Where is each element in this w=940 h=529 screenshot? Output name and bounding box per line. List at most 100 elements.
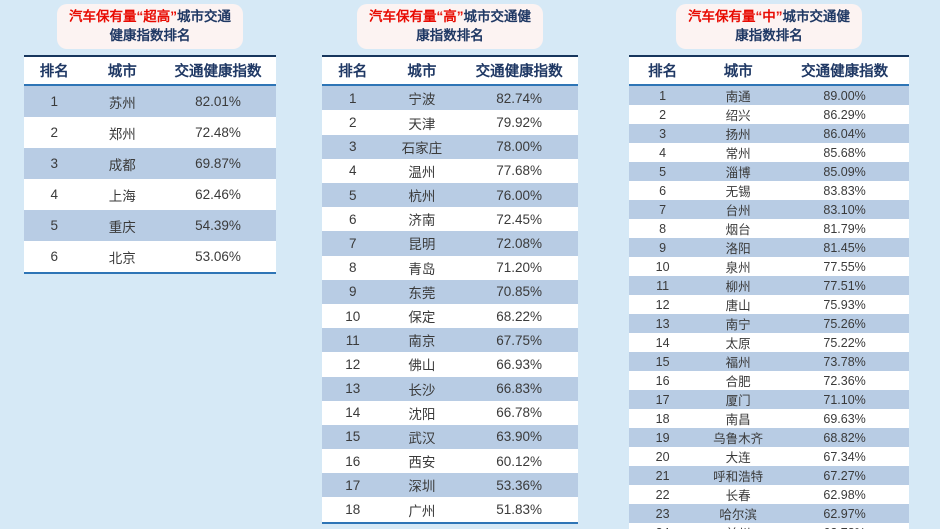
ranking-table-ultra-high: 排名 城市 交通健康指数 1 苏州 82.01% 2 郑州 72.48% 3 成都 69.87%… xyxy=(24,55,276,275)
table-title-medium: 汽车保有量“中”城市交通健 康指数排名 xyxy=(676,4,862,50)
rank-cell: 14 xyxy=(345,405,361,421)
table-row: 9 洛阳 81.45% xyxy=(629,238,909,258)
city-cell: 烟台 xyxy=(725,223,751,238)
city-cell: 兰州 xyxy=(696,523,780,529)
city-cell: 温州 xyxy=(408,164,436,180)
table-row: 2 绍兴 86.29% xyxy=(629,105,909,124)
table-row: 16 西安 60.12% xyxy=(322,449,578,473)
city-cell: 成都 xyxy=(108,157,136,173)
table-row: 10 泉州 77.55% xyxy=(629,257,909,276)
rank-cell: 4 xyxy=(659,145,667,160)
city-cell: 合肥 xyxy=(725,375,751,390)
table-title-ultra-high: 汽车保有量“超高”城市交通 健康指数排名 xyxy=(57,4,243,50)
rank-cell: 12 xyxy=(345,356,361,372)
header-row: 排名 城市 交通健康指数 xyxy=(24,56,276,87)
title-accent-text: 汽车保有量“超高” xyxy=(69,9,177,24)
table-row: 12 佛山 66.93% xyxy=(322,352,578,376)
rank-cell: 5 xyxy=(50,218,58,234)
index-cell: 63.90% xyxy=(496,429,543,445)
title-accent-text: 汽车保有量“高” xyxy=(369,9,464,24)
index-cell: 82.74% xyxy=(496,90,543,106)
index-cell: 81.45% xyxy=(823,240,866,255)
table-row: 3 石家庄 78.00% xyxy=(322,134,578,159)
city-cell: 常州 xyxy=(725,147,751,162)
table-row: 21 呼和浩特 67.27% xyxy=(629,466,909,486)
table-row: 15 武汉 63.90% xyxy=(322,424,578,450)
rank-cell: 20 xyxy=(655,449,670,464)
index-cell: 71.20% xyxy=(496,260,543,276)
header-row: 排名 城市 交通健康指数 xyxy=(322,56,578,87)
index-cell: 79.92% xyxy=(496,115,543,131)
table-card-ultra-high: 汽车保有量“超高”城市交通 健康指数排名 排名 城市 交通健康指数 1 苏州 82.… xyxy=(24,4,276,275)
col-header-city: 城市 xyxy=(696,56,781,87)
table-row: 5 重庆 54.39% xyxy=(24,210,276,242)
table-row: 6 北京 53.06% xyxy=(24,241,276,273)
rank-cell: 3 xyxy=(348,139,357,155)
city-cell: 青岛 xyxy=(408,261,436,277)
city-cell: 唐山 xyxy=(725,299,751,314)
table-row: 19 乌鲁木齐 68.82% xyxy=(629,428,909,448)
city-cell: 泉州 xyxy=(725,261,751,276)
table-row: 14 沈阳 66.78% xyxy=(322,401,578,425)
city-cell: 洛阳 xyxy=(725,242,751,257)
rank-cell: 9 xyxy=(348,284,357,300)
index-cell: 66.83% xyxy=(496,381,543,397)
index-cell: 62.97% xyxy=(823,506,866,521)
table-row: 17 深圳 53.36% xyxy=(322,473,578,498)
rank-cell: 11 xyxy=(345,332,360,348)
index-cell: 78.00% xyxy=(496,139,543,155)
rank-cell: 6 xyxy=(348,211,357,227)
col-header-rank: 排名 xyxy=(629,56,697,87)
rank-cell: 6 xyxy=(50,249,58,265)
city-cell: 昆明 xyxy=(408,237,436,253)
table-row: 6 无锡 83.83% xyxy=(629,181,909,200)
title-line2: 健康指数排名 xyxy=(109,27,191,43)
table-row: 5 杭州 76.00% xyxy=(322,183,578,208)
table-row: 1 苏州 82.01% xyxy=(24,85,276,118)
index-cell: 77.55% xyxy=(823,259,866,274)
city-cell: 呼和浩特 xyxy=(713,470,764,485)
title-rest-line1: 城市交通健 xyxy=(782,9,851,24)
city-cell: 广州 xyxy=(408,503,436,519)
table-row: 7 昆明 72.08% xyxy=(322,231,578,256)
table-row: 4 上海 62.46% xyxy=(24,179,276,210)
index-cell: 83.83% xyxy=(823,183,866,198)
rank-cell: 17 xyxy=(345,477,361,493)
table-row: 24兰州62.78% xyxy=(629,523,909,529)
rank-cell: 11 xyxy=(656,278,670,293)
index-cell: 51.83% xyxy=(496,502,543,518)
city-cell: 北京 xyxy=(108,250,136,266)
table-row: 2 天津 79.92% xyxy=(322,110,578,134)
city-cell: 济南 xyxy=(408,213,436,229)
city-cell: 佛山 xyxy=(408,358,436,374)
city-cell: 杭州 xyxy=(408,189,436,205)
col-header-rank: 排名 xyxy=(24,56,85,87)
index-cell: 67.34% xyxy=(823,449,866,464)
table-row: 13 长沙 66.83% xyxy=(322,376,578,401)
rank-cell: 19 xyxy=(655,430,670,445)
rank-cell: 4 xyxy=(348,163,357,179)
city-cell: 沈阳 xyxy=(408,406,436,422)
table-body: 1 宁波 82.74% 2 天津 79.92% 3 石家庄 78.00% 4 温州 77.68% 5 杭州… xyxy=(322,85,578,522)
rank-cell: 21 xyxy=(655,468,670,483)
city-cell: 长春 xyxy=(725,489,751,504)
title-line2: 康指数排名 xyxy=(735,27,803,43)
city-cell: 淄博 xyxy=(725,166,751,181)
city-cell: 哈尔滨 xyxy=(719,508,757,523)
rank-cell: 3 xyxy=(659,126,667,141)
index-cell: 62.46% xyxy=(195,187,241,203)
city-cell: 绍兴 xyxy=(725,109,751,124)
table-row: 23 哈尔滨 62.97% xyxy=(629,504,909,524)
index-cell: 85.09% xyxy=(823,164,866,179)
title-line2: 康指数排名 xyxy=(416,27,484,43)
table-row: 18 广州 51.83% xyxy=(322,497,578,522)
index-cell: 73.78% xyxy=(823,354,866,369)
table-card-medium: 汽车保有量“中”城市交通健 康指数排名 排名 城市 交通健康指数 1 南通 89.0… xyxy=(629,4,909,529)
table-row: 1 宁波 82.74% xyxy=(322,85,578,111)
col-header-index: 交通健康指数 xyxy=(780,56,909,87)
table-row: 17 厦门 71.10% xyxy=(629,390,909,410)
city-cell: 上海 xyxy=(108,188,136,204)
city-cell: 南宁 xyxy=(725,318,751,333)
index-cell: 82.01% xyxy=(195,94,241,110)
rank-cell: 7 xyxy=(659,202,667,217)
